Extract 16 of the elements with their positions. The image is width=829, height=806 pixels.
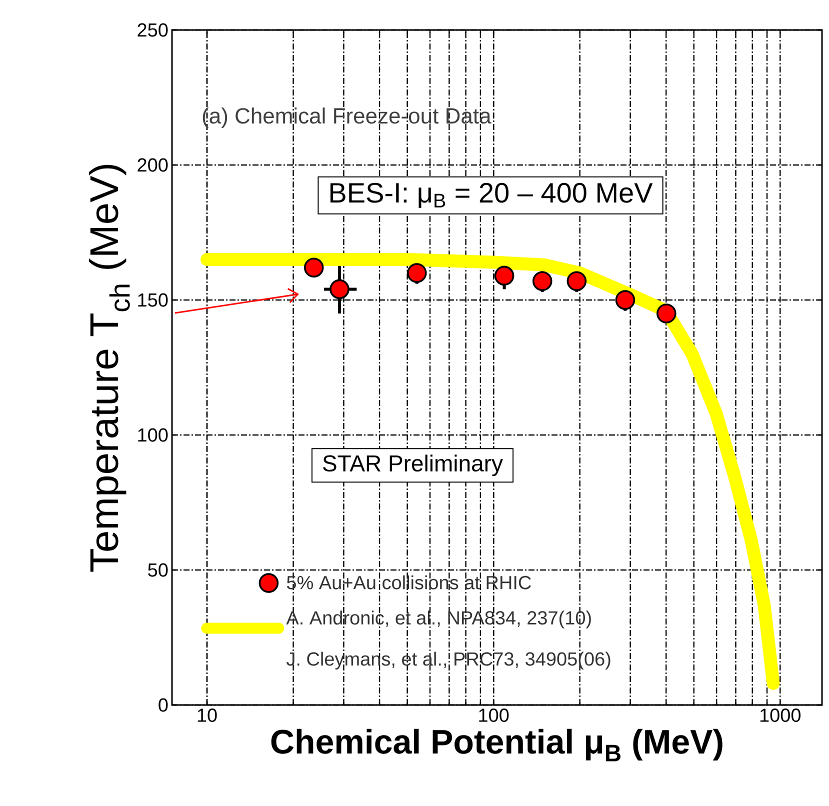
x-tick-label: 100: [479, 708, 509, 722]
legend-label: 5% Au+Au collisions at RHIC: [286, 575, 531, 590]
x-tick-label: 10: [198, 708, 217, 722]
annotation: J. Cleymans, et al., PRC73, 34905(06): [286, 652, 610, 670]
y-tick-label: 0: [158, 698, 168, 712]
y-tick-label: 50: [148, 563, 168, 577]
y-tick-label: 200: [138, 158, 168, 172]
x-tick-label: 1000: [760, 708, 801, 722]
y-axis-title: Temperature T$_{ch}$ (MeV): [88, 164, 130, 572]
annotation: BES-I: μ$_{B}$ = 20 – 400 MeV: [330, 182, 653, 208]
y-tick-label: 100: [138, 428, 168, 442]
x-axis-title: Chemical Potential μ$_{B}$ (MeV): [271, 728, 722, 762]
text: (a) Chemical Freeze-out Data: [202, 107, 492, 128]
annotation: STAR Preliminary: [323, 454, 503, 476]
y-tick-label: 150: [138, 293, 168, 307]
y-tick-label: 250: [138, 23, 168, 37]
